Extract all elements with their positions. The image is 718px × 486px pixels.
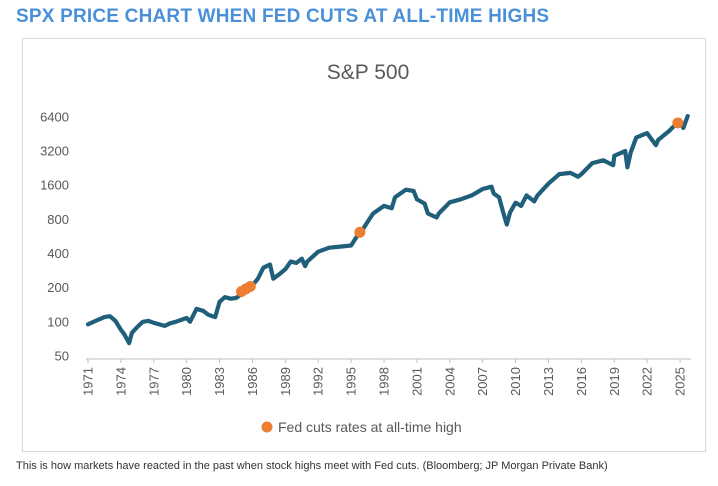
fed-cut-markers bbox=[235, 117, 684, 298]
x-tick-label: 1995 bbox=[344, 367, 359, 396]
fed-cut-marker bbox=[354, 226, 366, 238]
chart-legend: Fed cuts rates at all-time high bbox=[261, 419, 462, 435]
x-tick-label: 2004 bbox=[442, 367, 457, 396]
sp500-series-line bbox=[85, 113, 690, 346]
y-tick-label: 800 bbox=[47, 212, 69, 227]
chart-title: S&P 500 bbox=[327, 61, 410, 84]
x-tick-label: 1974 bbox=[113, 367, 128, 396]
x-tick-label: 1980 bbox=[179, 367, 194, 396]
x-tick-label: 2013 bbox=[541, 367, 556, 396]
fed-cut-marker bbox=[244, 280, 256, 292]
y-axis-ticks: 50 100 200 400 800 1600 3200 6400 bbox=[40, 109, 69, 363]
legend-label-fed-cut: Fed cuts rates at all-time high bbox=[278, 419, 462, 435]
y-tick-label: 6400 bbox=[40, 109, 69, 124]
x-tick-label: 1983 bbox=[212, 367, 227, 396]
y-tick-label: 200 bbox=[47, 280, 69, 295]
x-tick-label: 2007 bbox=[475, 367, 490, 396]
x-tick-label: 2001 bbox=[409, 367, 424, 396]
x-tick-label: 1971 bbox=[81, 367, 96, 396]
chart-card: S&P 500 50 100 200 400 800 1600 3200 6400 1971 1… bbox=[22, 38, 706, 452]
x-tick-label: 1986 bbox=[245, 367, 260, 396]
x-tick-label: 1998 bbox=[377, 367, 392, 396]
x-tick-label: 1992 bbox=[311, 367, 326, 396]
source-caption: This is how markets have reacted in the … bbox=[16, 460, 608, 472]
x-tick-label: 2025 bbox=[673, 367, 688, 396]
y-tick-label: 400 bbox=[47, 246, 69, 261]
y-tick-label: 1600 bbox=[40, 178, 69, 193]
y-tick-label: 50 bbox=[55, 349, 69, 364]
x-tick-label: 2016 bbox=[574, 367, 589, 396]
x-tick-label: 2019 bbox=[607, 367, 622, 396]
page-headline: SPX PRICE CHART WHEN FED CUTS AT ALL-TIM… bbox=[16, 6, 550, 27]
y-tick-label: 100 bbox=[47, 314, 69, 329]
y-tick-label: 3200 bbox=[40, 143, 69, 158]
x-axis-ticks: 1971 1974 1977 1980 1983 1986 1989 1992 1995 1998… bbox=[81, 359, 688, 396]
legend-marker-fed-cut bbox=[261, 421, 273, 433]
x-tick-label: 2022 bbox=[640, 367, 655, 396]
x-tick-label: 2010 bbox=[508, 367, 523, 396]
x-tick-label: 1977 bbox=[146, 367, 161, 396]
x-tick-label: 1989 bbox=[278, 367, 293, 396]
fed-cut-marker bbox=[672, 117, 684, 129]
